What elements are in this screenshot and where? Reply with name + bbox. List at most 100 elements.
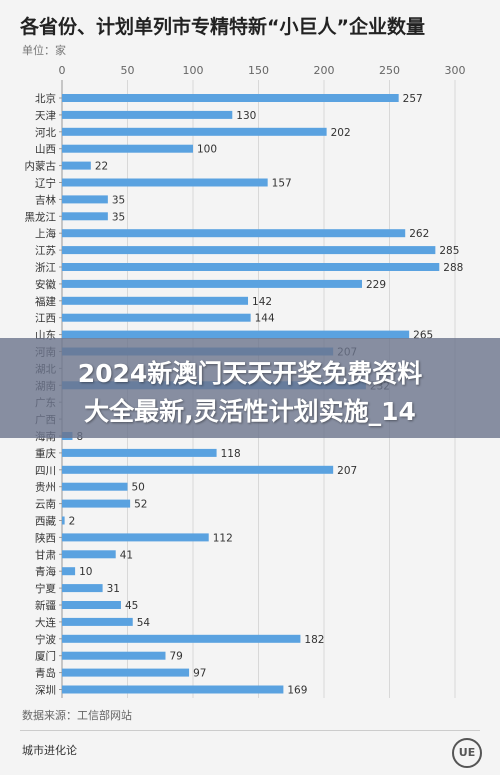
bar [62, 567, 76, 576]
x-tick-label: 0 [59, 64, 66, 77]
promo-line-1: 2024新澳门天天开奖免费资料 [77, 359, 423, 388]
data-label: 207 [337, 465, 357, 477]
footer-divider [20, 730, 480, 731]
category-label: 宁波 [35, 633, 56, 646]
data-label: 41 [120, 549, 133, 561]
data-label: 35 [112, 211, 125, 223]
data-label: 144 [255, 313, 275, 325]
category-label: 宁夏 [35, 582, 56, 595]
bar [62, 195, 108, 204]
category-label: 云南 [35, 498, 56, 511]
category-label: 新疆 [35, 599, 56, 612]
category-label: 黑龙江 [25, 210, 57, 223]
bar [62, 263, 440, 271]
data-label: 202 [331, 127, 351, 139]
bar [62, 499, 131, 508]
promo-line-2: 大全最新,灵活性计划实施_14 [84, 397, 416, 426]
data-label: 100 [197, 144, 217, 156]
bar [62, 668, 190, 677]
bar [62, 212, 108, 221]
data-label: 262 [409, 228, 429, 240]
x-tick-label: 200 [314, 64, 335, 77]
data-label: 229 [366, 279, 386, 291]
data-label: 97 [193, 668, 206, 680]
category-label: 陕西 [35, 531, 56, 544]
x-tick-label: 250 [379, 64, 400, 77]
bar [62, 296, 249, 305]
bar [62, 127, 327, 136]
x-tick-label: 50 [121, 64, 135, 77]
bar [62, 634, 301, 643]
chart-title: 各省份、计划单列市专精特新“小巨人”企业数量 [20, 16, 425, 38]
category-label: 内蒙古 [25, 160, 57, 173]
data-label: 257 [403, 93, 423, 105]
category-label: 辽宁 [35, 177, 56, 190]
data-label: 10 [79, 566, 92, 578]
x-tick-label: 100 [183, 64, 204, 77]
data-label: 54 [137, 617, 151, 629]
category-label: 吉林 [35, 193, 56, 206]
category-label: 福建 [35, 295, 56, 308]
bar [62, 651, 166, 660]
data-label: 50 [132, 482, 145, 494]
data-label: 79 [169, 651, 182, 663]
category-label: 青岛 [35, 667, 56, 680]
data-label: 112 [213, 532, 233, 544]
bar [62, 161, 91, 170]
data-label: 118 [221, 448, 241, 460]
category-label: 厦门 [35, 650, 56, 663]
bar [62, 246, 436, 255]
data-label: 31 [107, 583, 120, 595]
category-label: 江西 [35, 313, 56, 325]
bar [62, 465, 334, 474]
x-tick-label: 300 [445, 64, 466, 77]
category-label: 重庆 [35, 447, 56, 460]
data-label: 169 [287, 685, 307, 697]
bar [62, 685, 284, 694]
category-label: 河北 [35, 127, 56, 139]
bar [62, 279, 362, 288]
category-label: 江苏 [35, 244, 56, 257]
category-label: 天津 [35, 110, 56, 122]
category-label: 大连 [35, 616, 56, 629]
category-label: 浙江 [35, 262, 56, 274]
bar [62, 516, 65, 525]
bar [62, 313, 251, 322]
category-label: 上海 [35, 227, 56, 240]
data-label: 130 [236, 110, 256, 122]
bar [62, 110, 233, 119]
category-label: 甘肃 [35, 548, 56, 561]
bar [62, 94, 399, 102]
data-source: 数据来源：工信部网站 [22, 709, 132, 722]
brand-logo-icon: UE [452, 738, 482, 768]
category-label: 青海 [35, 565, 56, 578]
bar [62, 617, 133, 626]
data-label: 157 [272, 178, 292, 190]
category-label: 四川 [35, 465, 56, 477]
bar [62, 601, 121, 609]
data-label: 2 [69, 516, 76, 528]
bar [62, 178, 268, 187]
bar [62, 144, 193, 153]
data-label: 35 [112, 194, 125, 206]
brand-name: 城市进化论 [22, 744, 77, 757]
data-label: 45 [125, 600, 138, 612]
x-tick-label: 150 [248, 64, 269, 77]
category-label: 贵州 [35, 481, 56, 494]
bar [62, 584, 103, 593]
unit-label: 单位：家 [22, 44, 66, 57]
bar [62, 330, 410, 339]
data-label: 288 [443, 262, 463, 274]
bar [62, 533, 209, 542]
data-label: 285 [439, 245, 459, 257]
bar [62, 482, 128, 491]
category-label: 安徽 [35, 278, 56, 291]
data-label: 182 [304, 634, 324, 646]
category-label: 北京 [35, 92, 56, 105]
bar [62, 550, 116, 559]
bar [62, 229, 406, 238]
data-label: 22 [95, 161, 108, 173]
category-label: 山西 [35, 144, 56, 156]
promo-banner [0, 338, 500, 438]
